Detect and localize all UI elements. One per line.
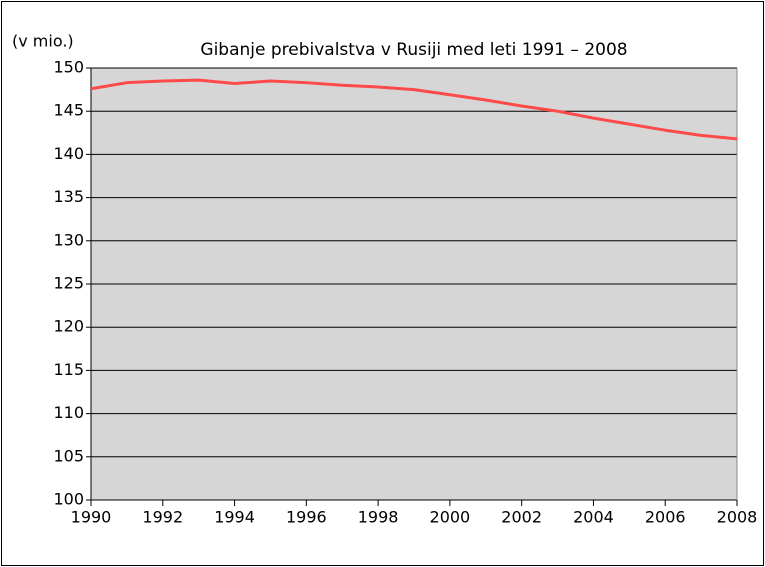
y-tick-label: 140 [53,144,84,163]
x-tick-label: 2004 [573,508,614,527]
y-tick-label: 125 [53,274,84,293]
y-tick-label: 105 [53,446,84,465]
y-tick-label: 145 [53,101,84,120]
x-tick-label: 1990 [71,508,112,527]
x-tick-label: 1998 [358,508,399,527]
x-tick-label: 2008 [717,508,758,527]
x-tick-label: 1992 [142,508,183,527]
y-tick-label: 100 [53,490,84,509]
y-axis-label: (v mio.) [12,32,74,51]
data-line [90,78,738,141]
y-tick-label: 110 [53,403,84,422]
x-tick-label: 2000 [430,508,471,527]
x-tick-label: 1996 [286,508,327,527]
x-tick-label: 2002 [501,508,542,527]
y-tick-label: 115 [53,360,84,379]
chart-title: Gibanje prebivalstva v Rusiji med leti 1… [200,40,627,60]
x-tick-label: 2006 [645,508,686,527]
y-tick-label: 135 [53,187,84,206]
x-tick-label: 1994 [214,508,255,527]
y-tick-label: 150 [53,58,84,77]
y-tick-label: 130 [53,230,84,249]
y-tick-label: 120 [53,317,84,336]
